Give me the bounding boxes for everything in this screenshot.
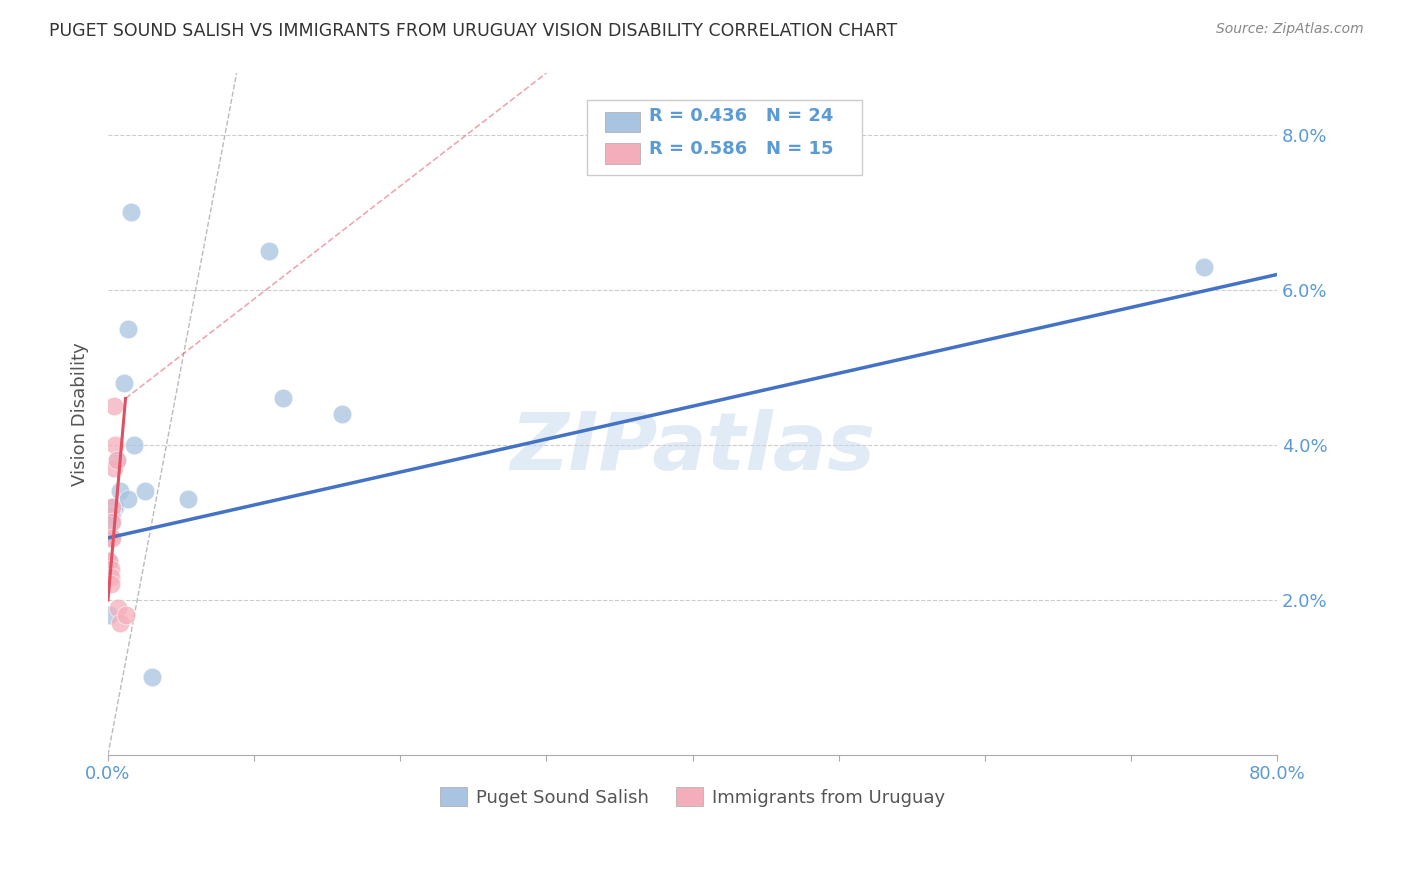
Point (257, 244, 280, 259)
Point (98, 531, 121, 545)
FancyBboxPatch shape (605, 112, 640, 132)
Point (107, 600, 129, 615)
Point (98, 554, 121, 568)
Point (100, 508, 122, 522)
FancyBboxPatch shape (588, 100, 862, 175)
Point (103, 399, 125, 413)
Point (100, 562, 122, 576)
Point (114, 608, 136, 623)
Text: R = 0.436   N = 24: R = 0.436 N = 24 (650, 107, 834, 125)
Point (112, 376, 135, 390)
Point (98, 554, 121, 568)
Point (98, 531, 121, 545)
Legend: Puget Sound Salish, Immigrants from Uruguay: Puget Sound Salish, Immigrants from Urug… (433, 780, 952, 814)
Point (103, 500, 125, 514)
Point (101, 531, 124, 545)
Point (105, 453, 128, 467)
Point (103, 461, 125, 475)
Point (105, 453, 128, 467)
Point (104, 438, 127, 452)
Point (98, 608, 121, 623)
Point (117, 492, 139, 507)
Point (104, 500, 127, 514)
Point (120, 205, 142, 219)
Point (101, 516, 124, 530)
Text: ZIPatlas: ZIPatlas (510, 409, 875, 487)
Point (101, 500, 124, 514)
Point (108, 616, 131, 631)
Point (108, 484, 131, 499)
Point (177, 492, 200, 507)
Point (100, 577, 122, 591)
Point (134, 484, 156, 499)
Point (101, 508, 124, 522)
Point (100, 569, 122, 583)
Point (1192, 260, 1215, 274)
Point (101, 500, 124, 514)
Y-axis label: Vision Disability: Vision Disability (72, 342, 89, 486)
Point (330, 407, 353, 421)
Point (117, 321, 139, 335)
FancyBboxPatch shape (605, 144, 640, 163)
Text: Source: ZipAtlas.com: Source: ZipAtlas.com (1216, 22, 1364, 37)
Text: R = 0.586   N = 15: R = 0.586 N = 15 (650, 140, 834, 159)
Point (100, 531, 122, 545)
Text: PUGET SOUND SALISH VS IMMIGRANTS FROM URUGUAY VISION DISABILITY CORRELATION CHAR: PUGET SOUND SALISH VS IMMIGRANTS FROM UR… (49, 22, 897, 40)
Point (141, 670, 163, 684)
Point (124, 438, 146, 452)
Point (273, 392, 295, 406)
Point (100, 516, 122, 530)
